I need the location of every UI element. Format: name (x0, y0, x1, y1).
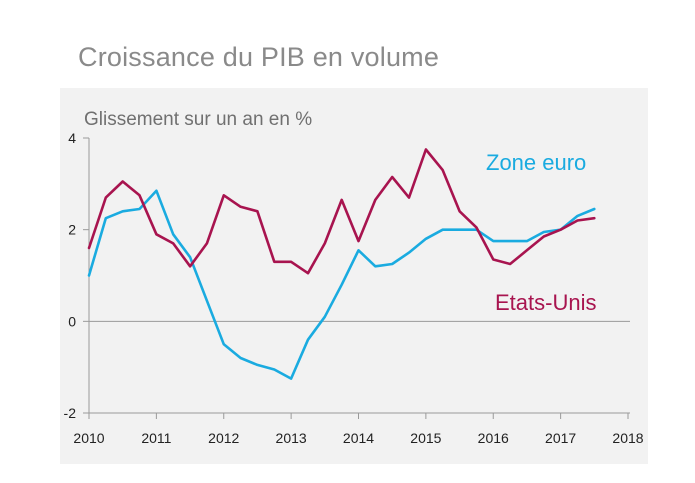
series-line-etats-unis (87, 148, 596, 275)
page-title: Croissance du PIB en volume (78, 42, 440, 72)
x-tick-label: 2011 (141, 430, 171, 446)
x-tick-label: 2017 (545, 430, 576, 446)
y-tick-label: 4 (68, 130, 76, 146)
legend-etats-unis: Etats-Unis (495, 290, 596, 315)
chart-panel (60, 88, 648, 464)
y-tick-label: -2 (64, 405, 77, 421)
series-layer (87, 148, 596, 380)
x-tick-label: 2010 (73, 430, 104, 446)
legend-zone-euro: Zone euro (486, 150, 586, 175)
series-line-zone-euro (87, 189, 596, 380)
x-axis-ticks: 2010 2011 2012 2013 2014 2015 2016 2017 2018 (73, 413, 644, 446)
y-axis-ticks: -2 0 2 4 (64, 130, 89, 421)
x-tick-label: 2012 (208, 430, 239, 446)
x-tick-label: 2015 (410, 430, 441, 446)
x-tick-label: 2013 (276, 430, 307, 446)
x-tick-label: 2014 (343, 430, 374, 446)
y-tick-label: 2 (68, 222, 76, 238)
x-tick-label: 2016 (478, 430, 509, 446)
x-tick-label: 2018 (612, 430, 643, 446)
chart-subtitle: Glissement sur un an en % (84, 109, 312, 130)
y-tick-label: 0 (68, 313, 76, 329)
